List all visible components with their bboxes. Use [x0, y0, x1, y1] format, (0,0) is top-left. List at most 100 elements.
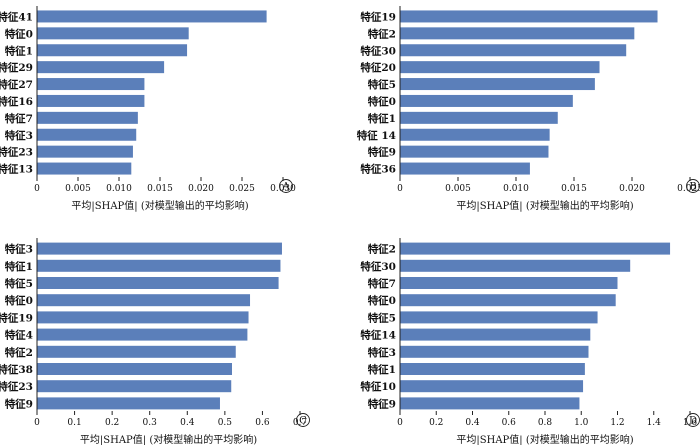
x-tick-label: 0.6 — [255, 418, 270, 428]
bar — [37, 162, 132, 175]
category-label: 特征0 — [5, 27, 33, 40]
bar — [400, 380, 584, 393]
x-tick-label: 0.005 — [445, 184, 471, 194]
bar — [400, 259, 631, 272]
x-tick-label: 0.020 — [619, 184, 645, 194]
bar — [400, 128, 550, 141]
category-label: 特征5 — [5, 277, 33, 290]
category-label: 特征4 — [5, 329, 33, 342]
x-tick-label: 0.015 — [561, 184, 587, 194]
category-label: 特征30 — [360, 260, 396, 273]
category-label: 特征9 — [368, 397, 396, 410]
category-label: 特征1 — [5, 260, 33, 273]
category-label: 特征41 — [0, 10, 33, 23]
x-tick-label: 0.025 — [677, 184, 700, 194]
x-tick-label: 0.2 — [429, 418, 443, 428]
category-label: 特征19 — [0, 311, 33, 324]
bar — [400, 162, 530, 175]
bar — [37, 10, 267, 23]
x-tick-label: 0.015 — [147, 184, 173, 194]
x-axis-label: 平均|SHAP值| (对模型输出的平均影响) — [80, 433, 257, 445]
category-label: 特征16 — [0, 95, 33, 108]
category-label: 特征 14 — [357, 129, 396, 142]
category-label: 特征10 — [360, 380, 396, 393]
bar — [400, 44, 627, 57]
category-label: 特征1 — [368, 363, 396, 376]
panel-label: B — [689, 182, 696, 193]
x-tick-label: 0.010 — [503, 184, 529, 194]
bar — [37, 397, 220, 410]
bar — [37, 259, 281, 272]
x-tick-label: 0.8 — [538, 418, 553, 428]
category-label: 特征2 — [368, 27, 396, 40]
x-tick-label: 1.4 — [647, 418, 662, 428]
x-tick-label: 0.6 — [502, 418, 517, 428]
bar — [37, 328, 248, 341]
bar — [400, 145, 549, 158]
bar — [37, 242, 282, 255]
panel-label: A — [281, 182, 290, 193]
x-tick-label: 0.4 — [180, 418, 195, 428]
bar — [37, 61, 165, 74]
bar — [37, 345, 236, 358]
x-tick-label: 0 — [397, 184, 403, 194]
bar — [37, 27, 189, 40]
category-label: 特征38 — [0, 363, 33, 376]
category-label: 特征19 — [360, 10, 396, 23]
bar — [37, 94, 145, 107]
category-label: 特征1 — [5, 44, 33, 57]
bar — [400, 397, 580, 410]
category-label: 特征7 — [368, 277, 396, 290]
x-tick-label: 1.6 — [683, 418, 698, 428]
x-tick-label: 0.020 — [188, 184, 214, 194]
category-label: 特征0 — [5, 294, 33, 307]
bar — [37, 145, 133, 158]
panel-label-circle — [296, 413, 310, 427]
x-tick-label: 0 — [34, 418, 40, 428]
x-tick-label: 0.030 — [270, 184, 296, 194]
category-label: 特征30 — [360, 44, 396, 57]
bar — [37, 363, 232, 375]
category-label: 特征0 — [368, 95, 396, 108]
category-label: 特征23 — [0, 146, 33, 159]
bar — [37, 277, 279, 289]
bar — [400, 78, 595, 91]
category-label: 特征3 — [368, 346, 396, 359]
category-label: 特征1 — [368, 112, 396, 125]
category-label: 特征5 — [368, 78, 396, 91]
bar — [400, 277, 618, 289]
category-label: 特征0 — [368, 294, 396, 307]
x-tick-label: 0.3 — [143, 418, 158, 428]
panel-label: C — [299, 416, 307, 427]
bar — [37, 128, 137, 141]
category-label: 特征13 — [0, 163, 33, 176]
x-tick-label: 0.005 — [65, 184, 91, 194]
panel-label: D — [689, 416, 697, 427]
bar — [37, 44, 188, 57]
bar — [400, 345, 589, 358]
bar — [37, 380, 232, 393]
bar — [400, 27, 635, 40]
bar — [37, 78, 145, 91]
category-label: 特征2 — [368, 243, 396, 256]
x-tick-label: 0 — [34, 184, 40, 194]
bar — [400, 363, 585, 375]
x-tick-label: 1.2 — [610, 418, 624, 428]
category-label: 特征14 — [360, 329, 396, 342]
x-tick-label: 0.010 — [106, 184, 132, 194]
bar — [400, 94, 573, 107]
x-tick-label: 0.1 — [67, 418, 81, 428]
x-axis-label: 平均|SHAP值| (对模型输出的平均影响) — [456, 199, 633, 212]
x-tick-label: 0.4 — [465, 418, 480, 428]
panel-label-circle — [279, 179, 293, 193]
category-label: 特征7 — [5, 112, 33, 125]
x-tick-label: 1.0 — [574, 418, 589, 428]
bar — [37, 111, 138, 124]
category-label: 特征23 — [0, 380, 33, 393]
category-label: 特征2 — [5, 346, 33, 359]
bar — [400, 111, 558, 124]
category-label: 特征3 — [5, 129, 33, 142]
